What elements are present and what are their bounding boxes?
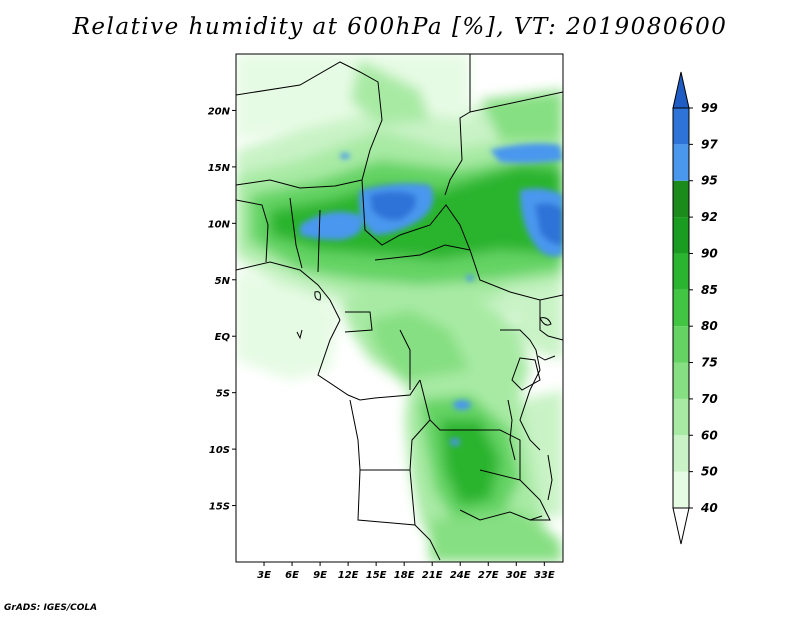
colorbar-label: 80 (701, 319, 718, 333)
colorbar-label: 50 (701, 465, 718, 479)
lat-tick-label: 5N (215, 276, 231, 287)
colorbar-swatch (673, 362, 689, 399)
lon-tick-label: 9E (313, 570, 327, 581)
lat-tick-label: 10S (209, 445, 230, 456)
lat-tick-label: EQ (215, 332, 231, 343)
colorbar-swatch (673, 217, 689, 254)
lon-tick-label: 12E (338, 570, 359, 581)
colorbar-label: 90 (701, 246, 718, 260)
longitude-axis: 3E 6E 9E 12E 15E 18E 21E 24E 27E 30E 33E (257, 562, 555, 581)
latitude-axis: 20N 15N 10N 5N EQ 5S 10S 15S (208, 106, 236, 513)
colorbar-label: 92 (701, 210, 718, 224)
colorbar-swatch (673, 180, 689, 218)
colorbar-label: 60 (701, 428, 718, 442)
colorbar-label: 95 (701, 174, 718, 188)
lat-tick-label: 15N (208, 163, 231, 174)
lon-tick-label: 27E (478, 570, 499, 581)
lat-tick-label: 10N (208, 219, 231, 230)
lon-tick-label: 33E (534, 570, 555, 581)
colorbar-label: 75 (701, 356, 718, 370)
lat-tick-label: 15S (209, 502, 230, 513)
colorbar-swatch (673, 398, 689, 436)
lon-tick-label: 30E (506, 570, 527, 581)
lon-tick-label: 21E (422, 570, 443, 581)
colorbar-label: 99 (701, 101, 718, 115)
lat-tick-label: 5S (216, 389, 230, 400)
colorbar-swatch (673, 435, 689, 472)
colorbar-label: 70 (701, 392, 718, 406)
colorbar-top-triangle (672, 71, 690, 109)
colorbar-label: 97 (701, 137, 718, 151)
colorbar-swatch (673, 144, 689, 181)
lon-tick-label: 3E (257, 570, 271, 581)
colorbar-label: 85 (701, 283, 718, 297)
humidity-field (236, 54, 563, 562)
colorbar-swatch (673, 108, 689, 145)
colorbar: 40 50 60 70 75 80 85 90 92 95 97 99 (672, 71, 718, 545)
colorbar-bottom-triangle (672, 507, 690, 545)
map-title: Relative humidity at 600hPa [%], VT: 201… (72, 14, 728, 40)
colorbar-swatch (673, 253, 689, 290)
lon-tick-label: 24E (450, 570, 471, 581)
colorbar-swatch (673, 471, 689, 508)
lon-tick-label: 6E (285, 570, 299, 581)
colorbar-label: 40 (700, 501, 718, 515)
grads-credit: GrADS: IGES/COLA (4, 603, 98, 613)
lon-tick-label: 18E (394, 570, 415, 581)
map-frame (235, 53, 564, 563)
lat-tick-label: 20N (208, 106, 231, 117)
colorbar-swatch (673, 289, 689, 327)
map-borders (236, 54, 563, 561)
colorbar-frame (672, 107, 690, 509)
colorbar-swatch (673, 326, 689, 363)
lon-tick-label: 15E (366, 570, 387, 581)
